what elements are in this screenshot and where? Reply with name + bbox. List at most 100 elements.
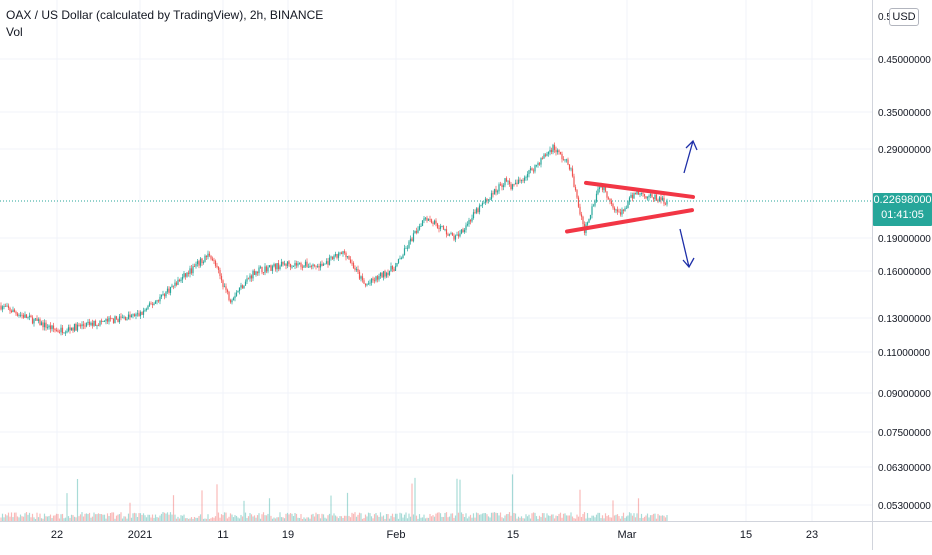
volume-bar — [124, 516, 127, 521]
candle-body — [120, 316, 122, 318]
volume-bar — [622, 512, 625, 521]
volume-bar — [499, 512, 502, 521]
candle-body — [543, 154, 545, 159]
candle-body — [510, 184, 512, 190]
candle-body — [364, 283, 367, 286]
volume-bar — [483, 513, 485, 521]
trendline-upper[interactable] — [584, 180, 695, 199]
currency-button[interactable]: USD — [889, 8, 919, 26]
candle-body — [648, 195, 650, 198]
arrow-down-drawing[interactable] — [679, 228, 695, 269]
volume-bar — [43, 513, 46, 521]
candle-body — [258, 267, 260, 274]
candle-body — [327, 261, 329, 265]
price-tick-label: 0.29000000 — [878, 145, 931, 156]
candle-body — [564, 159, 566, 161]
volume-bar — [243, 500, 245, 521]
volume-bar — [489, 517, 491, 521]
candle-body — [378, 275, 380, 280]
volume-bar — [177, 516, 179, 521]
volume-bar — [577, 516, 580, 521]
candle-body — [10, 310, 13, 313]
volume-bar — [168, 514, 170, 521]
volume-bar — [628, 512, 631, 521]
volume-bar — [558, 513, 560, 521]
arrow-up-drawing[interactable] — [683, 139, 698, 174]
volume-bar — [561, 517, 563, 521]
candle-body — [190, 268, 193, 274]
volume-bar — [397, 518, 400, 521]
candle-body — [145, 308, 148, 310]
volume-bar — [9, 516, 11, 521]
volume-bar — [393, 517, 395, 521]
volume-bar — [594, 517, 596, 521]
volume-bar — [241, 516, 244, 521]
candle-body — [417, 229, 419, 233]
candle-body — [484, 198, 487, 203]
candle-body — [307, 266, 310, 268]
candle-body — [69, 327, 71, 331]
volume-bar — [600, 518, 602, 521]
candle-body — [130, 315, 133, 318]
candle-body — [384, 271, 386, 277]
volume-bar — [214, 516, 217, 521]
drawings[interactable] — [565, 139, 698, 269]
price-axis[interactable]: 0.05300000 0.06300000 0.07500000 0.09000000… — [878, 12, 931, 512]
volume-bar — [355, 516, 358, 521]
candle-body — [643, 193, 646, 197]
time-axis[interactable]: 22 2021 11 19 Feb 15 Mar 15 23 — [51, 529, 818, 541]
volume-bar — [475, 512, 478, 521]
volume-bar — [444, 512, 446, 521]
candle-body — [637, 191, 640, 195]
candle-body — [535, 164, 538, 166]
volume-bar — [18, 517, 20, 521]
price-tick-label: 0.35000000 — [878, 108, 931, 119]
candle-body — [264, 266, 266, 273]
candle-body — [241, 285, 244, 289]
grid — [0, 0, 872, 521]
candle-body — [315, 265, 317, 267]
volume-bar — [487, 516, 490, 521]
candle-body — [435, 220, 437, 224]
volume-bar — [247, 516, 250, 521]
trendline-lower[interactable] — [565, 208, 694, 234]
volume-bar — [660, 515, 662, 521]
volume-bar — [37, 517, 40, 521]
volume-bar — [88, 512, 91, 521]
candle-body — [270, 265, 272, 271]
candle-body — [12, 309, 14, 313]
candle-body — [265, 266, 268, 272]
candle-body — [453, 235, 455, 240]
candle-body — [159, 296, 161, 302]
candle-body — [310, 266, 313, 267]
candle-body — [322, 264, 325, 266]
volume-bar — [349, 517, 352, 521]
volume-bar — [603, 518, 605, 521]
candle-body — [216, 265, 218, 267]
volume-bar — [420, 517, 422, 521]
candle-body — [580, 214, 583, 217]
volume-bar — [307, 517, 310, 521]
candle-body — [87, 321, 89, 324]
candle-body — [450, 233, 452, 235]
volume-label[interactable]: Vol — [6, 25, 23, 39]
volume-bar — [252, 516, 254, 521]
candle-body — [189, 268, 191, 274]
price-tick-label: 0.05300000 — [878, 501, 931, 512]
volume-bar — [268, 498, 271, 521]
candle-body — [351, 262, 353, 264]
candle-body — [51, 325, 53, 330]
volume-bar — [298, 518, 301, 521]
symbol-title[interactable]: OAX / US Dollar (calculated by TradingVi… — [6, 8, 324, 22]
candle-body — [30, 315, 32, 318]
volume-bar — [57, 513, 59, 521]
volume-bar — [154, 514, 157, 521]
volume-bar — [516, 518, 518, 521]
candle-body — [82, 324, 85, 326]
candle-body — [586, 222, 589, 225]
last-price-value: 0.22698000 — [873, 194, 932, 206]
volume-bar — [25, 512, 28, 521]
candle-body — [459, 233, 461, 237]
